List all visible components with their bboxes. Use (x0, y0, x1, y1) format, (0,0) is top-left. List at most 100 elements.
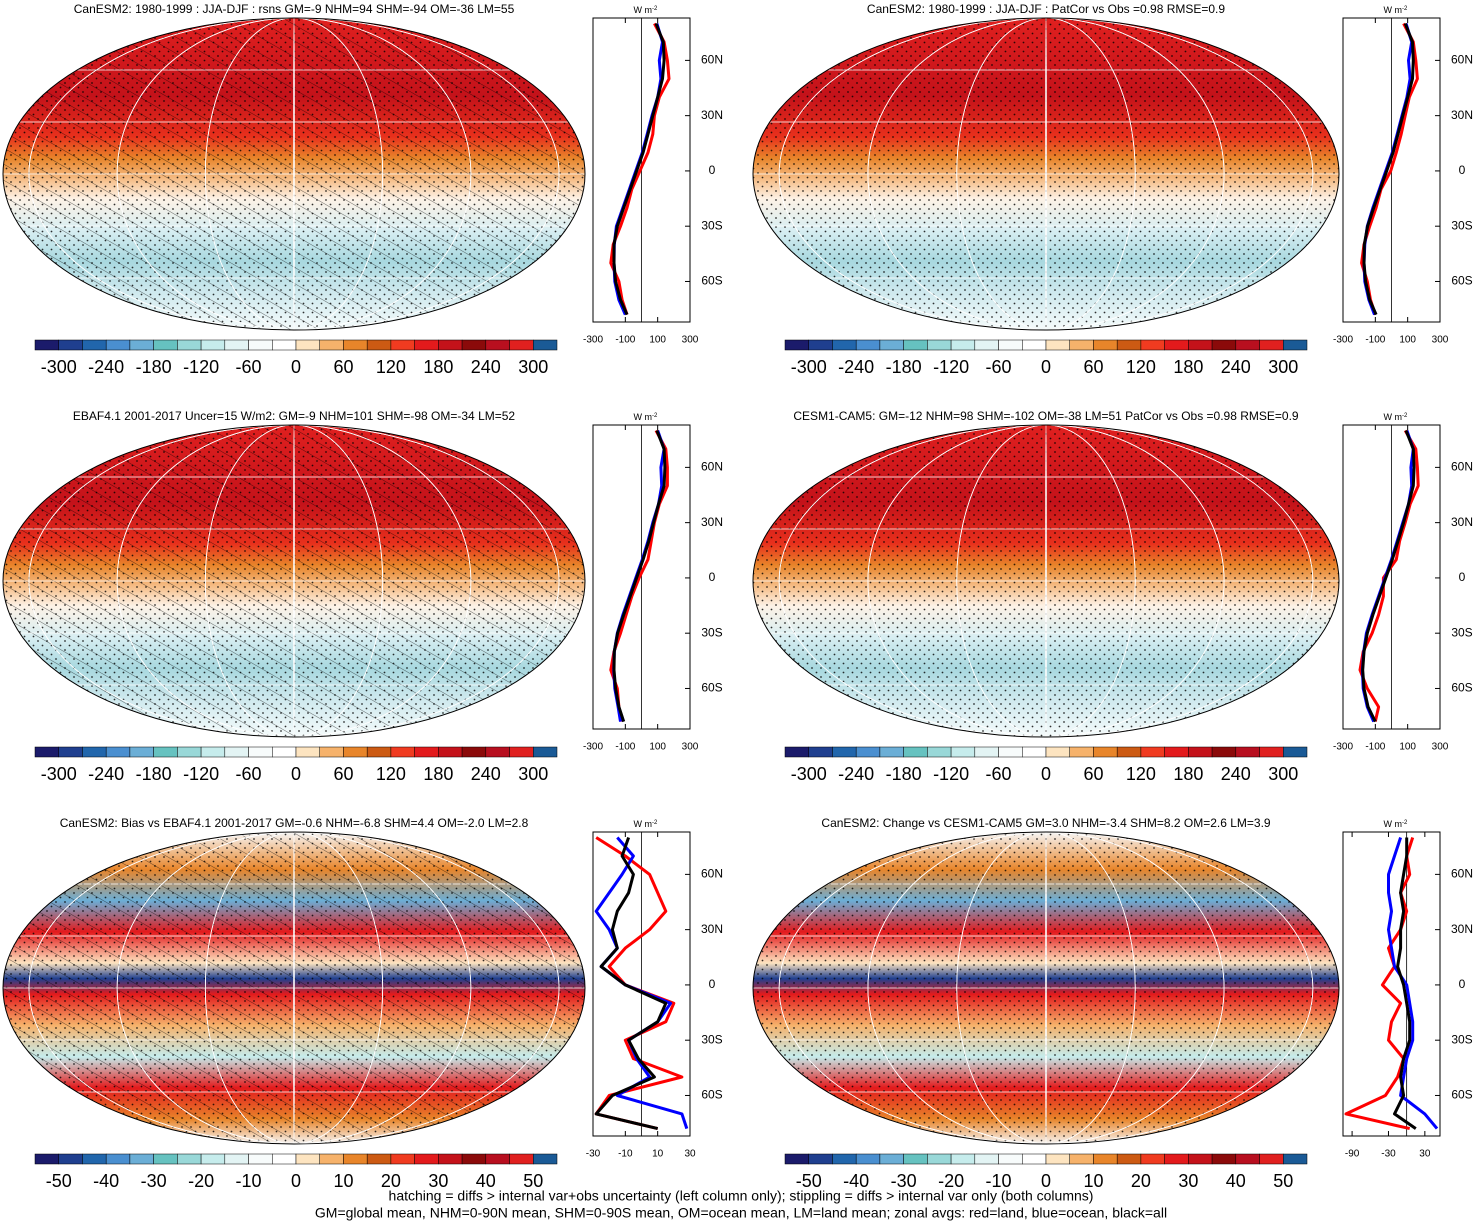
graticule (867, 832, 1225, 1144)
y-tick-label: 30S (1451, 218, 1472, 232)
colorbar-label: -120 (933, 357, 969, 377)
colorbar-label: -240 (88, 357, 124, 377)
colorbar-label: -60 (986, 764, 1012, 784)
colorbar-swatch (414, 1153, 439, 1165)
colorbar-swatch (153, 1153, 178, 1165)
graticule (116, 425, 472, 737)
colorbar-label: -180 (136, 357, 172, 377)
colorbar-swatch (153, 746, 178, 758)
y-tick-label: 30N (701, 515, 723, 529)
colorbar-label: 10 (1083, 1171, 1103, 1191)
colorbar-swatch (533, 339, 558, 351)
colorbar-label: 240 (1221, 764, 1251, 784)
map (3, 18, 585, 330)
colorbar-label: -10 (236, 1171, 262, 1191)
unit-label: W m-2 (1384, 5, 1408, 15)
y-tick-label: 30N (1451, 108, 1473, 122)
colorbar-label: 0 (291, 357, 301, 377)
colorbar-label: -300 (791, 357, 827, 377)
colorbar-swatch (879, 339, 904, 351)
colorbar-swatch (248, 339, 273, 351)
colorbar-label: 60 (333, 764, 353, 784)
colorbar-swatch (1164, 1153, 1189, 1165)
colorbar-swatch (366, 746, 392, 758)
zonal-line (612, 22, 666, 316)
colorbar-label: -240 (838, 764, 874, 784)
colorbar-swatch (438, 339, 463, 351)
x-tick-label: -100 (615, 335, 635, 346)
colorbar-label: 30 (1178, 1171, 1198, 1191)
colorbar-swatch (1283, 1153, 1308, 1165)
colorbar-label: -30 (141, 1171, 167, 1191)
colorbar-label: 180 (1173, 764, 1203, 784)
colorbar-swatch (319, 1153, 344, 1165)
map-border (752, 424, 1340, 738)
graticule (204, 425, 384, 737)
colorbar-label: 0 (291, 1171, 301, 1191)
colorbar-swatch (1022, 1153, 1047, 1165)
colorbar-swatch (177, 746, 202, 758)
colorbar-swatch (974, 1153, 999, 1165)
colorbar-swatch (1235, 1153, 1260, 1165)
colorbar-label: -240 (88, 764, 124, 784)
panel-title: CanESM2: Bias vs EBAF4.1 2001-2017 GM=-0… (60, 816, 529, 830)
colorbar-label: -300 (791, 764, 827, 784)
colorbar-swatch (224, 339, 249, 351)
zonal-line (612, 429, 667, 723)
colorbar-swatch (1045, 339, 1070, 351)
x-tick-label: -300 (583, 335, 603, 346)
colorbar-swatch (927, 1153, 952, 1165)
x-tick-label: 10 (652, 1149, 664, 1160)
colorbar-swatch (366, 339, 392, 351)
colorbar-swatch (366, 1153, 392, 1165)
x-tick-label: -100 (615, 742, 635, 753)
footer-note: GM=global mean, NHM=0-90N mean, SHM=0-90… (315, 1205, 1167, 1221)
x-tick-label: -300 (1333, 335, 1353, 346)
colorbar-swatch (808, 746, 833, 758)
map-border (2, 831, 586, 1145)
colorbar-swatch (58, 746, 83, 758)
colorbar-swatch (533, 1153, 558, 1165)
graticule (28, 425, 560, 737)
y-tick-label: 30S (701, 218, 722, 232)
colorbar-swatch (343, 339, 368, 351)
colorbar-swatch (950, 746, 976, 758)
colorbar-label: 120 (376, 764, 406, 784)
colorbar-swatch (903, 746, 928, 758)
unit-text: W m (634, 412, 653, 422)
zonal-line (594, 837, 668, 1131)
colorbar-swatch (1022, 339, 1047, 351)
x-tick-label: -300 (583, 742, 603, 753)
unit-label: W m-2 (634, 5, 658, 15)
colorbar-label: 0 (1041, 1171, 1051, 1191)
map (3, 425, 585, 737)
colorbar-label: 300 (518, 764, 548, 784)
colorbar-swatch (1140, 339, 1165, 351)
y-tick-label: 60S (701, 1088, 722, 1102)
graticule (293, 18, 295, 330)
colorbar-swatch (390, 339, 415, 351)
x-tick-label: -10 (618, 1149, 633, 1160)
graticule (116, 832, 472, 1144)
colorbar-swatch (784, 746, 809, 758)
colorbar-swatch (832, 1153, 857, 1165)
y-tick-label: 0 (1459, 163, 1466, 177)
colorbar-label: -300 (41, 357, 77, 377)
colorbar-swatch (34, 339, 59, 351)
unit-text: W m (1384, 5, 1403, 15)
colorbar-swatch (272, 1153, 297, 1165)
colorbar-swatch (82, 746, 107, 758)
colorbar-swatch (832, 746, 857, 758)
colorbar-label: 300 (1268, 764, 1298, 784)
zonal-line (1358, 429, 1420, 722)
x-tick-label: -100 (1365, 742, 1385, 753)
colorbar-swatch (879, 1153, 904, 1165)
unit-label: W m-2 (634, 819, 658, 829)
graticule (293, 832, 295, 1144)
colorbar-label: 0 (1041, 357, 1051, 377)
zonal-frame (1342, 831, 1441, 1137)
colorbar-swatch (224, 1153, 249, 1165)
colorbar-swatch (438, 746, 463, 758)
colorbar-label: 40 (476, 1171, 496, 1191)
unit-text: W m (634, 5, 653, 15)
